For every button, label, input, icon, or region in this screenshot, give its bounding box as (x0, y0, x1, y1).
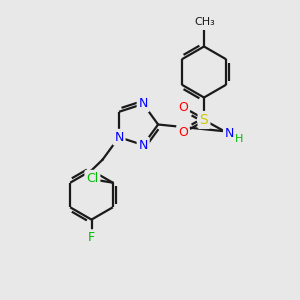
Text: O: O (178, 100, 188, 114)
Text: O: O (178, 126, 188, 140)
Text: Cl: Cl (86, 172, 98, 185)
Text: N: N (139, 139, 148, 152)
Text: N: N (114, 131, 124, 144)
Text: N: N (139, 98, 148, 110)
Text: N: N (225, 127, 234, 140)
Text: F: F (88, 231, 95, 244)
Text: H: H (235, 134, 243, 144)
Text: CH₃: CH₃ (194, 17, 215, 27)
Text: S: S (200, 113, 208, 127)
